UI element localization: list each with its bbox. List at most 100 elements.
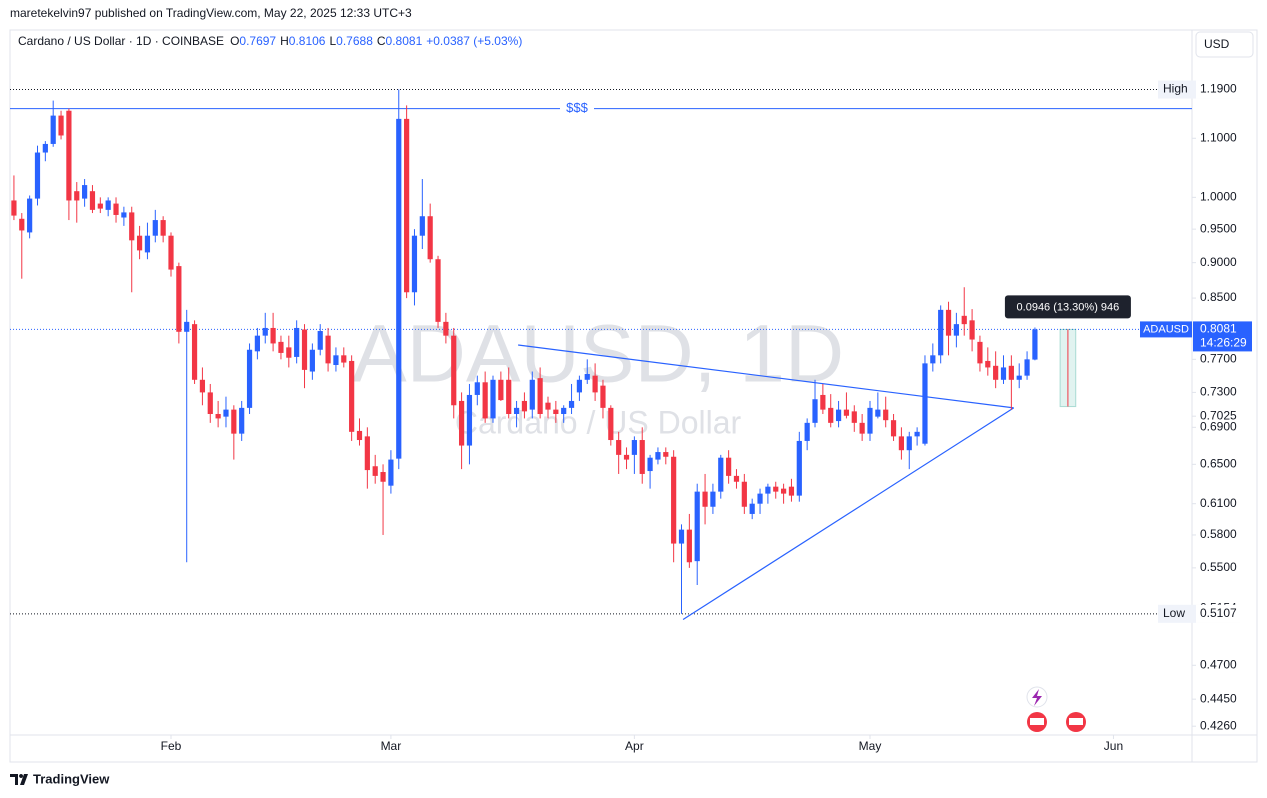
candle-body (537, 378, 543, 414)
candle-body (545, 402, 551, 410)
candle-body (1000, 367, 1007, 380)
candle-body (655, 452, 661, 460)
candle-body (608, 407, 614, 441)
x-tick-label: Apr (625, 739, 644, 753)
candle-body (435, 259, 441, 322)
candle-body (325, 335, 331, 364)
legend-key: L (329, 34, 336, 48)
candle-body (1008, 365, 1014, 380)
x-tick-label: Feb (161, 739, 182, 753)
candle-body (710, 491, 716, 507)
candle-body (427, 216, 433, 260)
y-tick-label: 0.5800 (1200, 527, 1237, 541)
legend-value: 0.8106 (289, 34, 326, 48)
candle-body (113, 203, 119, 215)
candle-body (498, 379, 504, 401)
candle-body (600, 385, 606, 408)
legend-title: Cardano / US Dollar · 1D · COINBASE (18, 34, 224, 48)
candle-body (898, 436, 905, 451)
candle-body (466, 394, 473, 446)
candle-body (356, 430, 363, 441)
candle-body (396, 118, 402, 459)
legend-key: H (280, 34, 289, 48)
candle-body (765, 486, 771, 494)
legend-change: +0.0387 (+5.03%) (426, 34, 522, 48)
y-tick-label: 0.8500 (1200, 290, 1237, 304)
candle-body (286, 347, 292, 358)
candle-body (773, 486, 779, 492)
candle-body (136, 235, 143, 251)
currency-label: USD (1204, 37, 1230, 51)
candle-body (796, 440, 802, 496)
candle-body (647, 457, 653, 472)
candle-body (215, 413, 221, 419)
candle-body (262, 327, 268, 336)
candle-body (341, 355, 347, 363)
y-tick-label: 0.9000 (1200, 255, 1237, 269)
candle-body (42, 143, 48, 153)
candle-body (639, 440, 645, 474)
candle-body (458, 400, 465, 446)
brand-name: TradingView (33, 771, 110, 786)
y-tick-label: 0.4450 (1200, 691, 1237, 705)
candle-body (592, 375, 598, 393)
legend-key: C (377, 34, 386, 48)
candle-body (804, 422, 810, 441)
candle-body (938, 309, 944, 356)
candle-body (404, 118, 410, 293)
candle-body (812, 399, 818, 423)
watermark-title: ADAUSD, 1D (352, 309, 844, 400)
candle-body (781, 488, 787, 494)
candle-body (184, 321, 190, 332)
legend: Cardano / US Dollar · 1D · COINBASE O 0.76… (18, 34, 522, 48)
candle-body (820, 394, 826, 410)
price-tag-value-bg (1196, 80, 1240, 99)
candle-body (694, 491, 700, 562)
candle-body (1024, 359, 1030, 376)
candle-body (529, 379, 535, 410)
candle-body (953, 324, 959, 336)
candle-body (631, 440, 637, 455)
currency-button[interactable] (1195, 31, 1254, 58)
brand-glyph (10, 774, 28, 785)
legend-value: 0.7688 (336, 34, 373, 48)
flag-stripe (1069, 718, 1083, 725)
candle-body (168, 235, 174, 270)
candle-body (349, 360, 355, 432)
last-price-label: 0.8081 (1200, 322, 1237, 336)
price-tag-value: 1.1900 (1200, 82, 1237, 96)
candle-body (922, 363, 928, 444)
candle-body (419, 216, 425, 236)
candle-body (513, 407, 520, 414)
candle-body (867, 407, 873, 434)
candle-body (623, 454, 630, 460)
candle-body (270, 327, 276, 344)
candle-body (875, 409, 881, 417)
candle-body (985, 360, 991, 368)
candle-body (129, 212, 135, 241)
countdown-label: 14:26:29 (1200, 336, 1247, 350)
legend-key: O (230, 34, 239, 48)
y-tick-label: 0.4700 (1200, 657, 1237, 671)
y-tick-label: 0.7300 (1200, 385, 1237, 399)
y-tick-label: 0.6500 (1200, 457, 1237, 471)
candle-body (521, 400, 528, 412)
candle-body (726, 457, 732, 476)
candle-body (906, 436, 912, 451)
candle-body (11, 200, 17, 216)
candle-body (584, 373, 590, 380)
candle-body (733, 475, 740, 482)
candle-body (97, 203, 103, 209)
candle-body (616, 440, 622, 455)
trend-line (518, 344, 1014, 409)
watermark-subtitle: Cardano / US Dollar (455, 404, 742, 440)
candle-body (490, 379, 496, 419)
candle-body (50, 115, 56, 144)
candle-body (82, 185, 88, 199)
level-label-bg (560, 100, 594, 117)
candle-body (246, 349, 253, 408)
candle-body (152, 220, 158, 236)
y-tick-label: 0.5500 (1200, 560, 1237, 574)
candle-body (176, 266, 182, 332)
candle-body (757, 493, 763, 504)
